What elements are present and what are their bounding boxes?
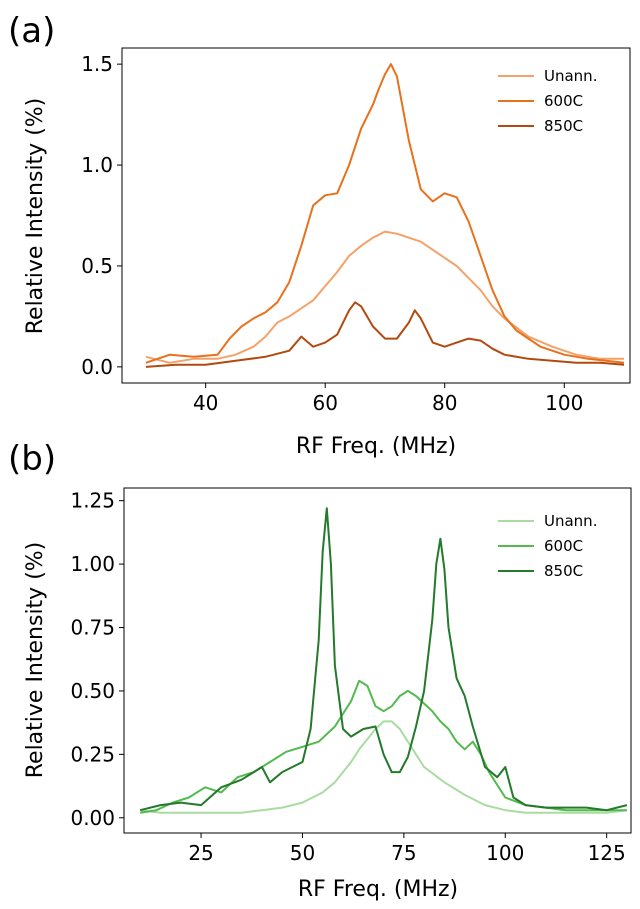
panel-b-series-850c-line <box>139 507 628 812</box>
panel-a-y-tick-label: 0.5 <box>81 254 113 278</box>
panel-b-plot-frame <box>123 487 632 834</box>
panel-b-y-tick-label: 1.25 <box>70 489 115 513</box>
panel-a-legend-label: Unann. <box>544 67 597 85</box>
panel-a-series-850c-line <box>145 301 625 368</box>
panel-b-x-axis-label: RF Freq. (MHz) <box>298 877 458 902</box>
panel-a-x-tick-label: 40 <box>193 391 218 415</box>
panel-b: (b) 25 50 75 100 125 0.00 0.25 0.50 0.75 1.00 1.25… <box>8 439 632 902</box>
panel-b-y-tick-label: 0.25 <box>70 742 115 766</box>
panel-a-series-unann-line <box>145 230 624 364</box>
panel-b-legend-label: 850C <box>544 562 583 580</box>
panel-a-y-axis-label: Relative Intensity (%) <box>23 98 48 335</box>
panel-a-series <box>145 63 625 368</box>
panel-a-x-tick-label: 100 <box>545 391 583 415</box>
panel-b-series-600c-line <box>140 679 627 814</box>
panel-b-ticks: 25 50 75 100 125 0.00 0.25 0.50 0.75 1.00 1.25 <box>70 489 625 865</box>
panel-a-series-600c-line <box>145 63 625 364</box>
panel-b-legend: Unann. 600C 850C <box>498 512 597 580</box>
panel-a-x-tick-label: 60 <box>312 391 337 415</box>
panel-a-x-tick-label: 80 <box>432 391 457 415</box>
panel-a-legend-label: 850C <box>544 117 583 135</box>
panel-b-y-tick-label: 0.50 <box>70 679 115 703</box>
panel-b-y-tick-label: 0.00 <box>70 806 115 830</box>
panel-b-legend-label: Unann. <box>544 512 597 530</box>
panel-a-y-tick-label: 1.0 <box>81 153 113 177</box>
panel-b-y-axis-label: Relative Intensity (%) <box>23 542 48 779</box>
panel-b-x-tick-label: 125 <box>588 841 626 865</box>
panel-a-legend-label: 600C <box>544 92 583 110</box>
panel-b-legend-label: 600C <box>544 537 583 555</box>
panel-b-x-tick-label: 75 <box>391 841 416 865</box>
panel-b-y-tick-label: 1.00 <box>70 552 115 576</box>
panel-a: (a) 40 60 80 100 0.0 0.5 1.0 1.5 Unann. 600C 850C… <box>8 11 631 459</box>
panel-a-ticks: 40 60 80 100 0.0 0.5 1.0 1.5 <box>81 52 583 415</box>
panel-a-x-axis-label: RF Freq. (MHz) <box>296 434 456 459</box>
panel-b-x-tick-label: 25 <box>188 841 213 865</box>
panel-b-letter: (b) <box>8 439 56 479</box>
panel-b-series <box>139 507 628 814</box>
panel-a-y-tick-label: 0.0 <box>81 355 113 379</box>
panel-a-plot-frame <box>121 47 631 384</box>
panel-a-y-tick-label: 1.5 <box>81 52 113 76</box>
panel-b-y-tick-label: 0.75 <box>70 616 115 640</box>
panel-b-x-tick-label: 100 <box>486 841 524 865</box>
panel-a-legend: Unann. 600C 850C <box>498 67 597 135</box>
panel-b-x-tick-label: 50 <box>290 841 315 865</box>
panel-a-letter: (a) <box>8 11 55 51</box>
panel-b-series-unann-line <box>140 720 628 814</box>
